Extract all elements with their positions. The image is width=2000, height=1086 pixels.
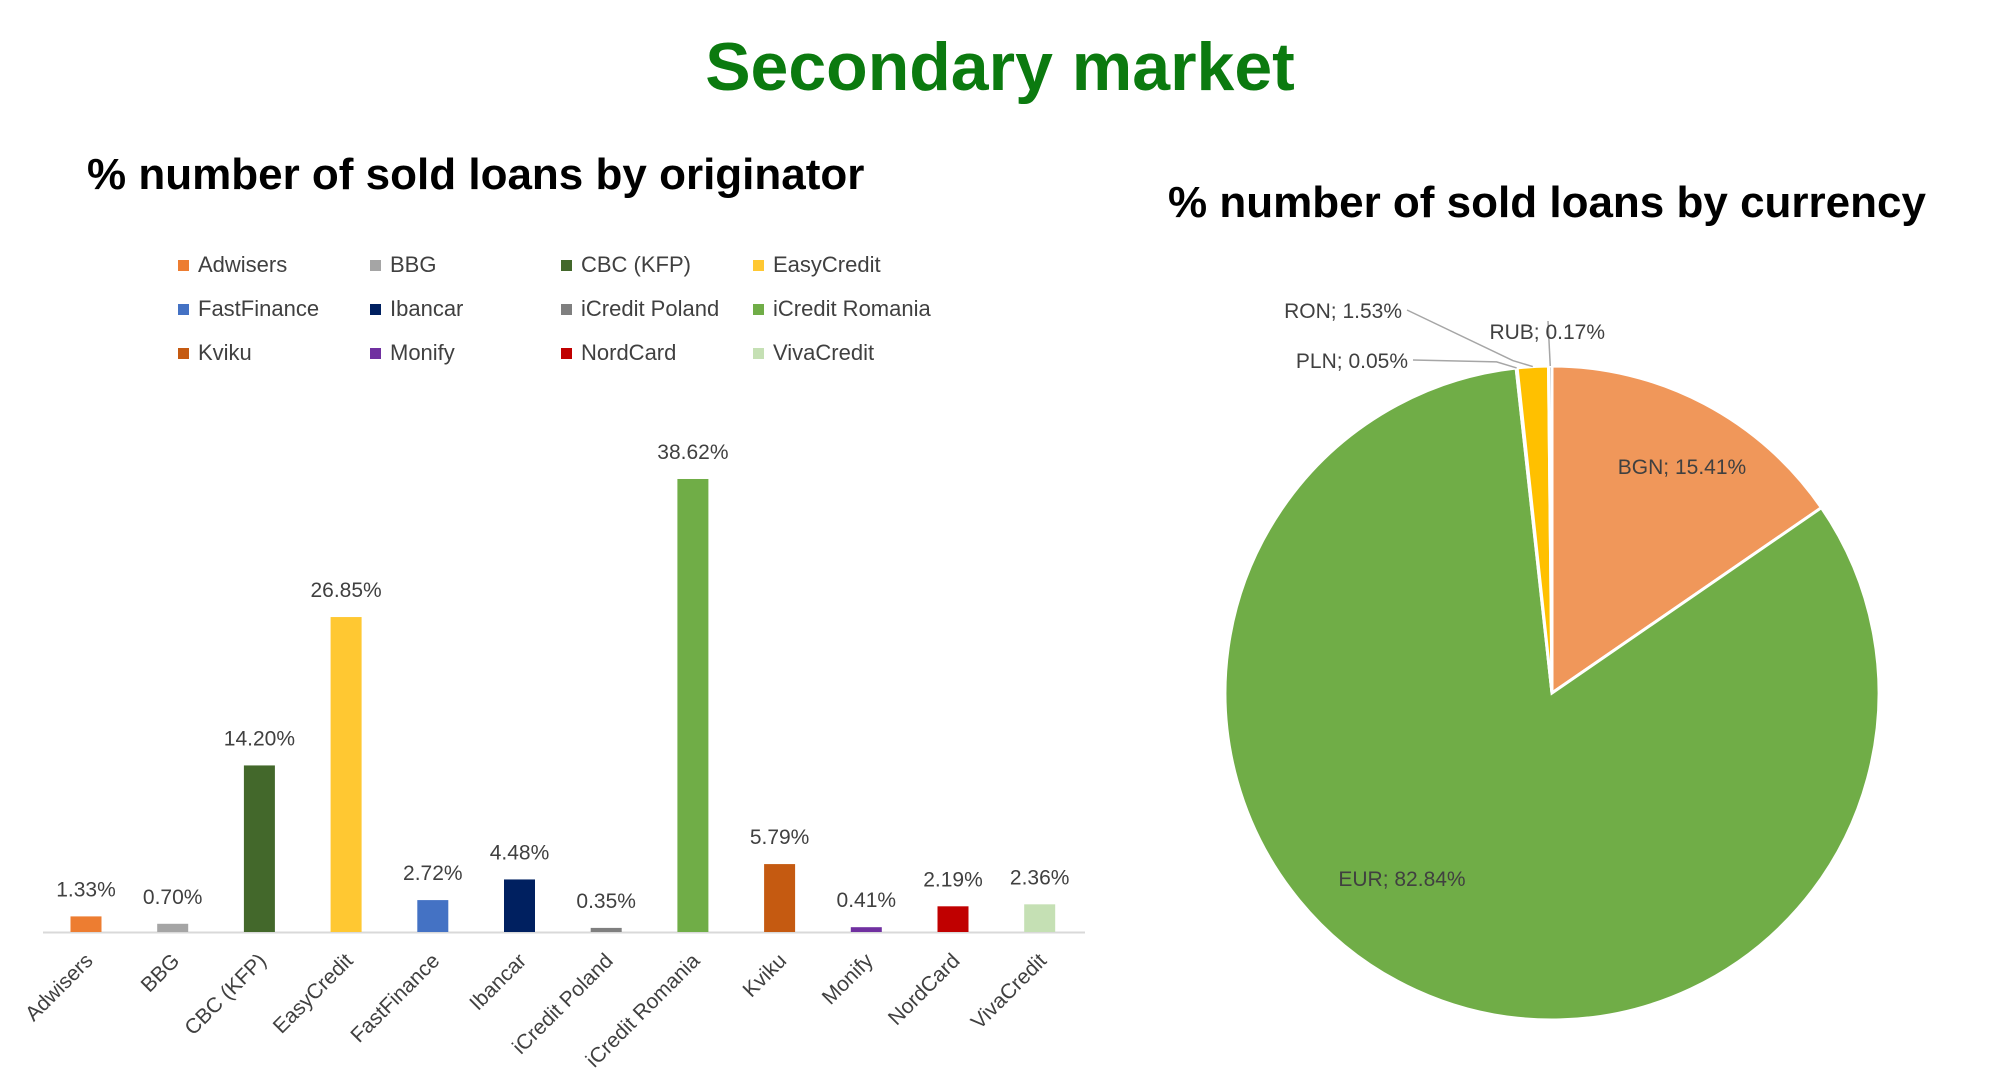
legend-label: CBC (KFP) [581, 252, 691, 277]
data-label-fastfinance: 2.72% [403, 862, 463, 885]
legend-swatch [561, 259, 572, 271]
pie-label-bgn: BGN; 15.41% [1618, 456, 1746, 479]
legend-item-vivacredit: VivaCredit [753, 340, 874, 366]
bar-cbc-kfp [243, 765, 275, 932]
bar-icredit-romania [677, 478, 709, 932]
legend-label: BBG [390, 252, 437, 277]
legend-item-fastfinance: FastFinance [178, 296, 319, 322]
legend-swatch [561, 347, 572, 359]
data-label-vivacredit: 2.36% [1010, 866, 1070, 889]
data-label-monify: 0.41% [837, 889, 897, 912]
legend-swatch [178, 303, 189, 315]
legend-label: iCredit Romania [773, 296, 931, 321]
bar-kviku [764, 864, 796, 932]
legend-item-adwisers: Adwisers [178, 252, 287, 278]
bar-ibancar [504, 879, 535, 932]
leader-line-pln [1412, 359, 1517, 369]
legend-swatch [178, 347, 189, 359]
bar-chart-title: % number of sold loans by originator [87, 150, 865, 199]
legend-swatch [178, 259, 189, 271]
pie-label-rub: RUB; 0.17% [1489, 321, 1605, 344]
legend-swatch [370, 347, 381, 359]
legend-label: NordCard [581, 340, 677, 365]
page-title: Secondary market [705, 29, 1295, 105]
legend-swatch [753, 259, 764, 271]
legend-swatch [370, 259, 381, 271]
legend-swatch [561, 303, 572, 315]
legend-item-nordcard: NordCard [561, 340, 676, 366]
data-label-adwisers: 1.33% [56, 878, 116, 901]
pie-chart-title: % number of sold loans by currency [1168, 178, 1926, 227]
data-label-cbc-kfp: 14.20% [224, 727, 295, 750]
legend-label: VivaCredit [773, 340, 875, 365]
data-label-icredit-romania: 38.62% [657, 441, 728, 464]
legend-item-kviku: Kviku [178, 340, 252, 366]
bar-fastfinance [417, 900, 449, 932]
legend-item-ibancar: Ibancar [370, 296, 463, 322]
legend-item-easycredit: EasyCredit [753, 252, 881, 278]
data-label-ibancar: 4.48% [490, 841, 550, 864]
bar-icredit-poland [590, 927, 622, 932]
data-label-easycredit: 26.85% [310, 579, 381, 602]
pie-label-eur: EUR; 82.84% [1338, 868, 1465, 891]
legend-label: FastFinance [198, 296, 320, 321]
data-label-kviku: 5.79% [750, 826, 810, 849]
legend-label: Adwisers [198, 252, 288, 277]
bar-easycredit [330, 617, 362, 932]
data-label-nordcard: 2.19% [923, 868, 983, 891]
bar-monify [850, 927, 882, 932]
pie-slice-bgn [1550, 364, 1824, 696]
legend-label: EasyCredit [773, 252, 881, 277]
legend-item-icredit-romania: iCredit Romania [753, 296, 931, 322]
legend-item-bbg: BBG [370, 252, 436, 278]
bar-vivacredit [1024, 904, 1056, 932]
legend-swatch [753, 347, 764, 359]
pie-label-pln: PLN; 0.05% [1296, 350, 1408, 373]
leader-line-ron [1406, 309, 1534, 368]
pie-slice-eur [1223, 366, 1881, 1022]
legend-label: Ibancar [390, 296, 464, 321]
data-label-bbg: 0.70% [143, 886, 203, 909]
pie-label-ron: RON; 1.53% [1284, 300, 1402, 323]
legend-item-icredit-poland: iCredit Poland [561, 296, 719, 322]
leader-line-rub [1547, 320, 1552, 367]
legend-item-monify: Monify [370, 340, 455, 366]
legend-swatch [753, 303, 764, 315]
bar-nordcard [937, 906, 969, 932]
data-label-icredit-poland: 0.35% [576, 890, 636, 913]
bar-adwisers [70, 916, 102, 932]
legend-label: Kviku [198, 340, 252, 365]
legend-label: Monify [390, 340, 455, 365]
bar-bbg [157, 923, 189, 932]
legend-item-cbc-kfp: CBC (KFP) [561, 252, 691, 278]
legend-label: iCredit Poland [581, 296, 720, 321]
legend-swatch [370, 303, 381, 315]
pie-slice-rub [1546, 364, 1554, 694]
